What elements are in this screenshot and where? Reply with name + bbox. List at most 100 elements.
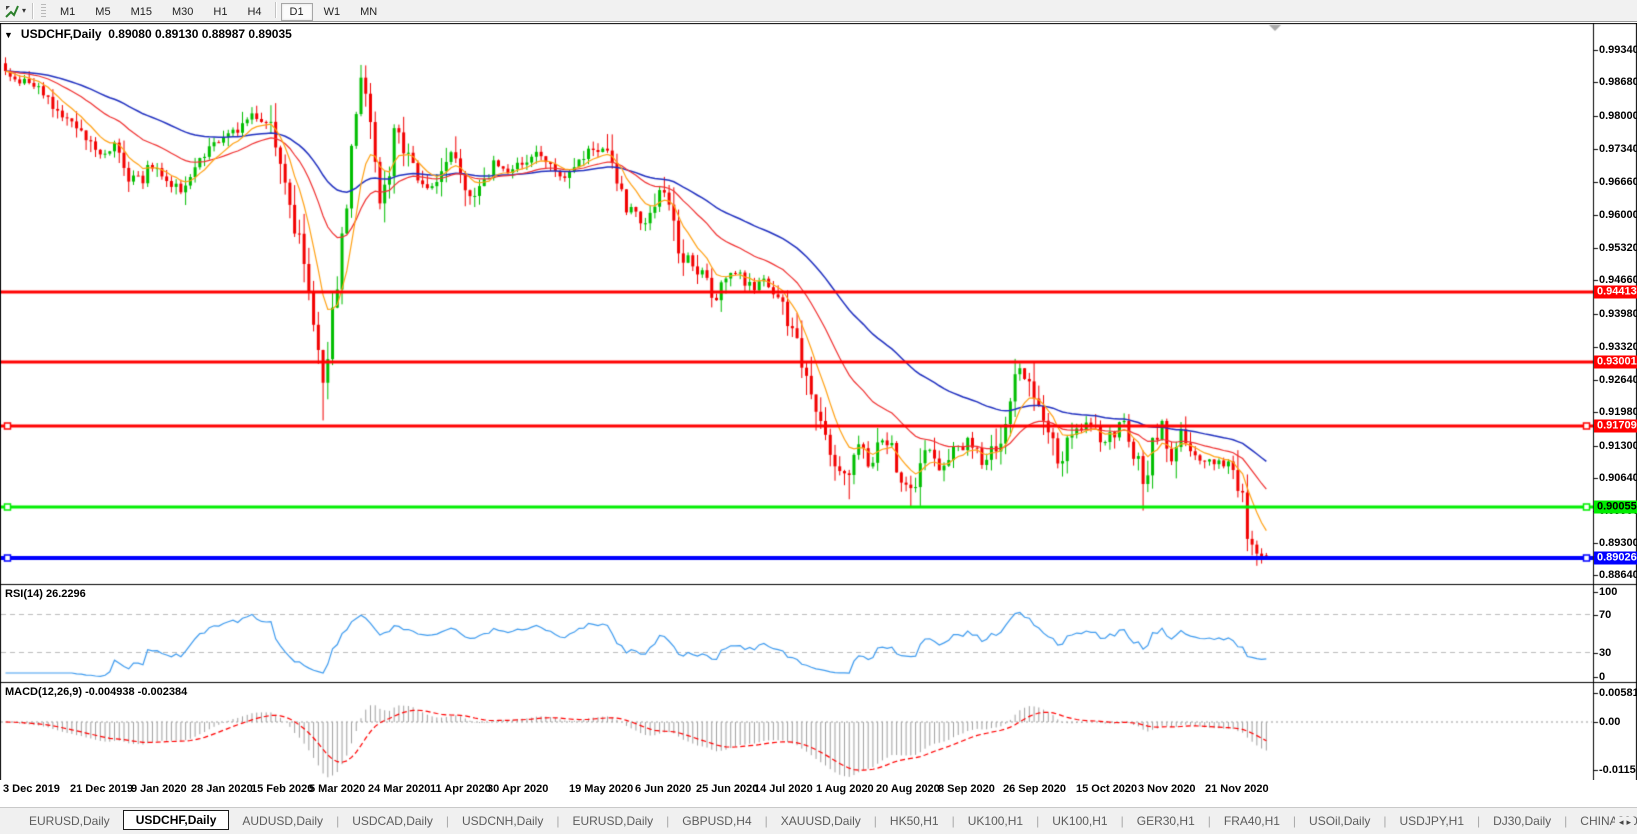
toolbar-separator xyxy=(32,2,35,19)
date-axis-label: 21 Dec 2019 xyxy=(70,783,133,795)
chart-tab-eurusd-daily[interactable]: EURUSD,Daily xyxy=(572,814,654,828)
price-axis-label: 0.93980 xyxy=(1599,308,1637,320)
tab-separator: | xyxy=(1036,814,1040,828)
scroll-right-icon[interactable]: ▸ xyxy=(1626,817,1634,827)
timeframe-toolbar: ▾ M1 M5 M15 M30 H1 H4 D1 W1 MN xyxy=(0,0,1637,22)
chevron-down-icon[interactable]: ▾ xyxy=(22,6,27,15)
tab-separator: | xyxy=(764,814,768,828)
date-axis-label: 6 Jun 2020 xyxy=(635,783,692,795)
date-axis-label: 25 Jun 2020 xyxy=(696,783,759,795)
price-axis-label: 0.99340 xyxy=(1599,44,1637,56)
rsi-axis-label: 0 xyxy=(1599,671,1606,683)
chart-tab-fra40-h1[interactable]: FRA40,H1 xyxy=(1223,814,1280,828)
price-axis-label: 0.94660 xyxy=(1599,274,1637,286)
price-axis-label: 0.91980 xyxy=(1599,406,1637,418)
price-axis-label: 0.97340 xyxy=(1599,143,1637,155)
tabs-list: EURUSD,Daily USDCHF,Daily AUDUSD,Daily | USD… xyxy=(16,810,1637,831)
price-axis-label: 0.92640 xyxy=(1599,374,1637,386)
price-axis-label: 0.90640 xyxy=(1599,472,1637,484)
chart-tab-hk50-h1[interactable]: HK50,H1 xyxy=(889,814,939,828)
rsi-indicator-label: RSI(14) 26.2296 xyxy=(5,588,86,600)
tab-separator: | xyxy=(1120,814,1124,828)
chart-window: ▼ USDCHF,Daily 0.89080 0.89130 0.88987 0.… xyxy=(0,23,1637,795)
hline-price-badge[interactable]: 0.89026 xyxy=(1594,551,1637,565)
chart-tab-usdchf-daily[interactable]: USDCHF,Daily xyxy=(122,810,230,830)
date-axis-label: 28 Jan 2020 xyxy=(191,783,253,795)
date-axis-label: 20 Aug 2020 xyxy=(876,783,940,795)
price-chart-canvas[interactable] xyxy=(0,23,1637,780)
chart-cursor-glyph xyxy=(5,5,19,18)
date-axis-label: 5 Mar 2020 xyxy=(309,783,366,795)
timeframe-button-m15[interactable]: M15 xyxy=(130,5,152,18)
hline-price-badge[interactable]: 0.94413 xyxy=(1594,285,1637,299)
chart-symbol-label: USDCHF,Daily xyxy=(20,27,102,41)
timeframe-button-w1[interactable]: W1 xyxy=(323,5,341,18)
price-axis-label: 0.89300 xyxy=(1599,537,1637,549)
rsi-axis-label: 70 xyxy=(1599,609,1612,621)
timeframe-button-m1[interactable]: M1 xyxy=(60,5,76,18)
timeframe-button-m30[interactable]: M30 xyxy=(171,5,194,18)
chart-mode-icon[interactable] xyxy=(3,3,21,19)
timeframe-button-d1[interactable]: D1 xyxy=(280,2,313,21)
rsi-axis-label: 100 xyxy=(1599,586,1618,598)
timeframe-button-m5[interactable]: M5 xyxy=(95,5,111,18)
tab-separator: | xyxy=(336,814,340,828)
tab-separator: | xyxy=(873,814,877,828)
collapse-indicator-icon[interactable]: ▼ xyxy=(4,30,13,40)
date-axis-label: 26 Sep 2020 xyxy=(1003,783,1066,795)
macd-axis-label: -0.011514 xyxy=(1599,764,1637,776)
chart-ohlc-values: 0.89080 0.89130 0.88987 0.89035 xyxy=(108,27,292,41)
date-axis-label: 3 Nov 2020 xyxy=(1138,783,1196,795)
chart-tab-uk100-h1[interactable]: UK100,H1 xyxy=(967,814,1024,828)
date-axis-label: 8 Sep 2020 xyxy=(938,783,995,795)
timeframe-button-mn[interactable]: MN xyxy=(360,5,378,18)
chart-tab-gbpusd-h4[interactable]: GBPUSD,H4 xyxy=(682,814,752,828)
chart-title: ▼ USDCHF,Daily 0.89080 0.89130 0.88987 0.… xyxy=(4,27,292,41)
date-axis-label: 21 Nov 2020 xyxy=(1205,783,1269,795)
price-axis-label: 0.91300 xyxy=(1599,440,1637,452)
date-axis-label: 14 Jul 2020 xyxy=(754,783,813,795)
date-axis-label: 9 Jan 2020 xyxy=(131,783,187,795)
date-axis-label: 15 Oct 2020 xyxy=(1076,783,1138,795)
date-axis-label: 15 Feb 2020 xyxy=(251,783,314,795)
price-axis-label: 0.96660 xyxy=(1599,176,1637,188)
toolbar-grip-handle[interactable] xyxy=(41,3,47,18)
chart-tab-xauusd-daily[interactable]: XAUUSD,Daily xyxy=(780,814,861,828)
chart-tab-bar: EURUSD,Daily USDCHF,Daily AUDUSD,Daily | USD… xyxy=(0,807,1637,834)
chart-tab-usdcad-daily[interactable]: USDCAD,Daily xyxy=(352,814,433,828)
tab-separator: | xyxy=(556,814,560,828)
date-axis-label: 3 Dec 2019 xyxy=(3,783,60,795)
date-axis-label: 19 May 2020 xyxy=(569,783,634,795)
timeframe-button-h4[interactable]: H4 xyxy=(247,5,262,18)
tab-separator: | xyxy=(1292,814,1297,828)
timeframe-button-h1[interactable]: H1 xyxy=(213,5,228,18)
chart-tab-usdjpy-h1[interactable]: USDJPY,H1 xyxy=(1399,814,1464,828)
price-axis-label: 0.95320 xyxy=(1599,242,1637,254)
macd-axis-label: 0.005818 xyxy=(1599,687,1637,699)
date-axis-label: 1 Aug 2020 xyxy=(816,783,874,795)
macd-indicator-label: MACD(12,26,9) -0.004938 -0.002384 xyxy=(5,686,188,698)
tab-separator: | xyxy=(666,814,670,828)
chart-tab-ger30-h1[interactable]: GER30,H1 xyxy=(1136,814,1195,828)
chart-tab-dj30-daily[interactable]: DJ30,Daily xyxy=(1493,814,1552,828)
macd-axis-label: 0.00 xyxy=(1599,716,1621,728)
tab-separator: | xyxy=(1383,814,1387,828)
chart-tab-usdcnh-daily[interactable]: USDCNH,Daily xyxy=(462,814,544,828)
timeframe-buttons-group: M1 M5 M15 M30 H1 H4 D1 W1 MN xyxy=(50,2,387,21)
chart-tab-usoil-daily[interactable]: USOil,Daily xyxy=(1309,814,1371,828)
price-axis-label: 0.93320 xyxy=(1599,341,1637,353)
hline-price-badge[interactable]: 0.91709 xyxy=(1594,419,1637,433)
price-axis-label: 0.98680 xyxy=(1599,76,1637,88)
hline-price-badge[interactable]: 0.93001 xyxy=(1594,355,1637,369)
chart-tab-uk100-h1[interactable]: UK100,H1 xyxy=(1052,814,1108,828)
price-axis-label: 0.98000 xyxy=(1599,110,1637,122)
scroll-left-icon[interactable]: ◂ xyxy=(1618,817,1627,827)
toolbar-separator xyxy=(274,2,277,19)
tab-separator: | xyxy=(1477,814,1481,828)
hline-price-badge[interactable]: 0.90055 xyxy=(1594,500,1637,514)
chart-tab-audusd-daily[interactable]: AUDUSD,Daily xyxy=(242,814,324,828)
chart-tab-eurusd-daily[interactable]: EURUSD,Daily xyxy=(29,814,110,828)
tab-separator: | xyxy=(1207,814,1211,828)
tab-separator: | xyxy=(951,814,955,828)
